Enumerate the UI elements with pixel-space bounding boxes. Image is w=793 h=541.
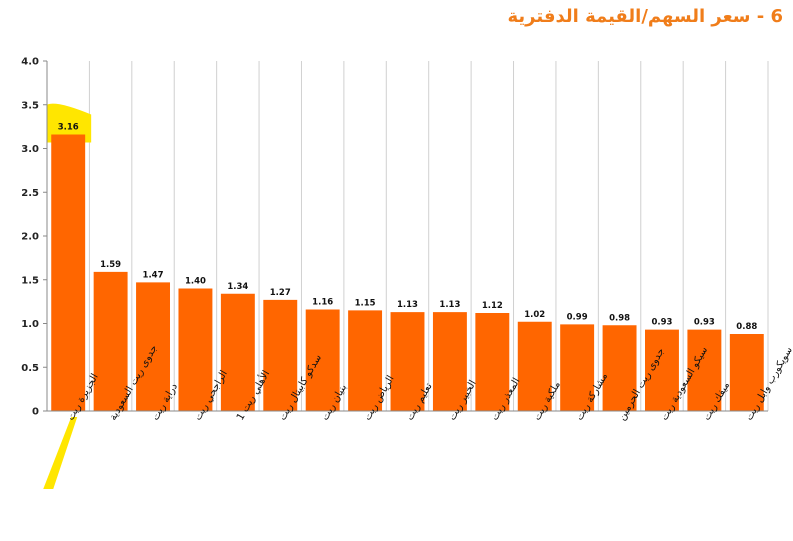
highlight-value-mark [47,103,92,143]
data-label: 1.34 [227,282,248,292]
data-label: 1.13 [439,300,460,310]
highlight-marks [43,103,92,489]
data-label: 1.59 [100,260,121,270]
data-label: 0.99 [567,312,588,322]
y-tick-label: 3.0 [21,144,39,155]
data-label: 1.13 [397,300,418,310]
bar [390,312,425,411]
y-tick-label: 0 [32,407,39,418]
y-tick-label: 4.0 [21,57,39,68]
y-tick-label: 0.5 [21,363,39,374]
data-label: 1.27 [270,288,291,298]
data-label: 0.93 [651,318,672,328]
bar [93,271,128,411]
bar [305,309,340,411]
y-tick-label: 2.0 [21,232,39,243]
bar [432,312,467,411]
y-tick-label: 1.0 [21,319,39,330]
bar [687,329,722,411]
bar [220,293,255,411]
bar [475,313,510,411]
bar [51,134,86,411]
bar [348,310,383,411]
bar [517,321,552,411]
data-label: 0.88 [736,322,757,332]
data-label: 3.16 [58,123,79,133]
data-label: 0.93 [694,318,715,328]
y-tick-label: 2.5 [21,188,39,199]
bar [136,282,170,411]
data-label: 1.02 [524,310,545,320]
bars [51,134,764,411]
gridlines [88,61,769,411]
data-label: 1.47 [143,270,164,280]
bar [178,288,213,411]
y-tick-label: 1.5 [21,275,39,286]
data-label: 1.40 [185,277,206,287]
bar [263,299,298,411]
y-tick-label: 3.5 [21,100,39,111]
data-label: 1.12 [482,301,503,311]
axes: 0 0.5 1.0 1.5 2.0 2.5 3.0 3.5 4.0 [21,57,768,418]
data-label: 1.16 [312,298,333,308]
bar [729,334,764,411]
data-label: 0.98 [609,313,630,323]
bar [645,329,679,411]
bar [560,324,595,411]
data-labels: 3.16 1.59 1.47 1.40 1.34 1.27 1.16 1.15 1.13 1.13… [58,123,758,333]
chart-title: 6 - سعر السهم/القيمة الدفترية [507,6,784,27]
bar [602,325,637,411]
highlight-category-mark [43,417,78,489]
data-label: 1.15 [355,298,376,308]
